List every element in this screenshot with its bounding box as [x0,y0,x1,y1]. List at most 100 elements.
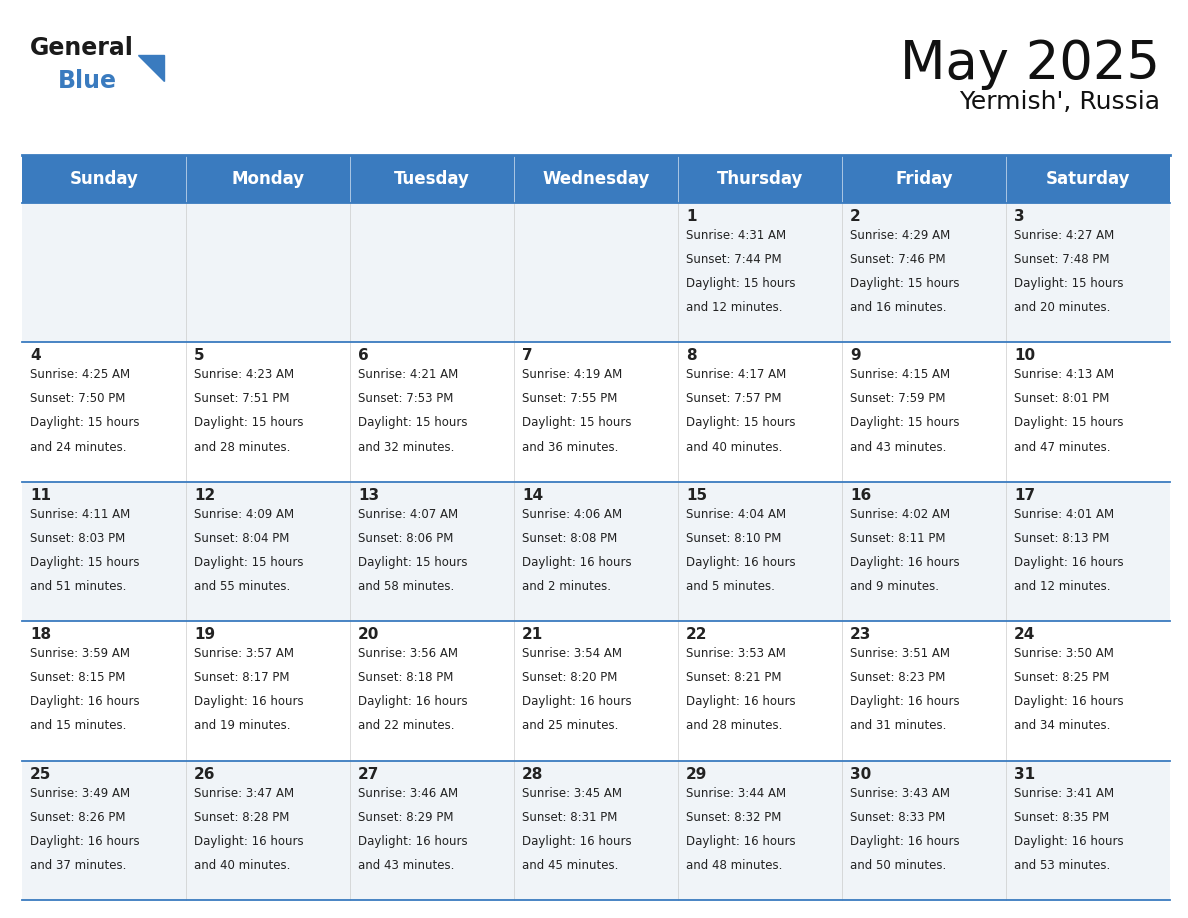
Text: Sunset: 8:03 PM: Sunset: 8:03 PM [30,532,125,545]
Bar [350,203,514,342]
Text: and 20 minutes.: and 20 minutes. [1015,301,1111,314]
Text: and 28 minutes.: and 28 minutes. [194,441,290,453]
Text: Yermish', Russia: Yermish', Russia [959,90,1159,114]
Text: 21: 21 [522,627,543,643]
Text: May 2025: May 2025 [901,38,1159,90]
Text: 16: 16 [849,487,871,503]
Text: Daylight: 16 hours: Daylight: 16 hours [685,834,796,847]
Text: Thursday: Thursday [716,170,803,188]
Text: 17: 17 [1015,487,1035,503]
Text: Daylight: 15 hours: Daylight: 15 hours [194,417,303,430]
Text: Daylight: 16 hours: Daylight: 16 hours [1015,834,1124,847]
Text: Sunset: 8:08 PM: Sunset: 8:08 PM [522,532,618,545]
Text: Sunrise: 4:21 AM: Sunrise: 4:21 AM [358,368,459,381]
Text: Sunrise: 3:49 AM: Sunrise: 3:49 AM [30,787,131,800]
Text: Sunset: 7:59 PM: Sunset: 7:59 PM [849,392,946,406]
Text: 29: 29 [685,767,707,781]
Text: Sunrise: 4:29 AM: Sunrise: 4:29 AM [849,229,950,242]
Text: 20: 20 [358,627,379,643]
Bar [23,155,187,203]
Text: Sunrise: 4:19 AM: Sunrise: 4:19 AM [522,368,623,381]
Bar [23,621,187,761]
Text: Sunset: 8:18 PM: Sunset: 8:18 PM [358,671,454,684]
Text: Sunrise: 4:06 AM: Sunrise: 4:06 AM [522,508,623,521]
Text: Daylight: 15 hours: Daylight: 15 hours [849,277,960,290]
Text: 26: 26 [194,767,215,781]
Text: Sunrise: 3:43 AM: Sunrise: 3:43 AM [849,787,950,800]
Text: Sunset: 8:35 PM: Sunset: 8:35 PM [1015,811,1110,823]
Text: 5: 5 [194,349,204,364]
Text: and 40 minutes.: and 40 minutes. [685,441,783,453]
Text: and 25 minutes.: and 25 minutes. [522,720,619,733]
Text: and 16 minutes.: and 16 minutes. [849,301,947,314]
Text: 8: 8 [685,349,696,364]
Text: Daylight: 15 hours: Daylight: 15 hours [1015,277,1124,290]
Text: 13: 13 [358,487,379,503]
Text: Sunrise: 3:50 AM: Sunrise: 3:50 AM [1015,647,1114,660]
Text: Daylight: 16 hours: Daylight: 16 hours [522,695,632,709]
Text: and 45 minutes.: and 45 minutes. [522,858,619,872]
Text: and 9 minutes.: and 9 minutes. [849,580,939,593]
Text: 23: 23 [849,627,871,643]
Text: Sunset: 8:04 PM: Sunset: 8:04 PM [194,532,290,545]
Bar [23,761,187,900]
Text: Daylight: 16 hours: Daylight: 16 hours [685,695,796,709]
Text: Daylight: 16 hours: Daylight: 16 hours [522,834,632,847]
Bar [1006,342,1170,482]
Bar [842,621,1006,761]
Bar [187,761,350,900]
Bar [350,761,514,900]
Text: Sunset: 7:57 PM: Sunset: 7:57 PM [685,392,782,406]
Text: Sunset: 8:32 PM: Sunset: 8:32 PM [685,811,782,823]
Text: 9: 9 [849,349,860,364]
Text: Sunrise: 3:59 AM: Sunrise: 3:59 AM [30,647,129,660]
Text: Sunset: 8:10 PM: Sunset: 8:10 PM [685,532,782,545]
Text: Sunrise: 3:44 AM: Sunrise: 3:44 AM [685,787,786,800]
Bar [1006,621,1170,761]
Text: Daylight: 15 hours: Daylight: 15 hours [685,417,796,430]
Text: Sunset: 8:13 PM: Sunset: 8:13 PM [1015,532,1110,545]
Text: Sunset: 8:21 PM: Sunset: 8:21 PM [685,671,782,684]
Text: Sunrise: 4:13 AM: Sunrise: 4:13 AM [1015,368,1114,381]
Text: 28: 28 [522,767,543,781]
Text: 12: 12 [194,487,215,503]
Text: Sunset: 8:28 PM: Sunset: 8:28 PM [194,811,290,823]
Text: and 47 minutes.: and 47 minutes. [1015,441,1111,453]
Text: Tuesday: Tuesday [394,170,470,188]
Text: and 2 minutes.: and 2 minutes. [522,580,611,593]
Bar [350,621,514,761]
Text: Sunrise: 4:01 AM: Sunrise: 4:01 AM [1015,508,1114,521]
Text: Monday: Monday [232,170,304,188]
Text: Sunset: 8:31 PM: Sunset: 8:31 PM [522,811,618,823]
Text: 14: 14 [522,487,543,503]
Bar [514,342,678,482]
Text: Saturday: Saturday [1045,170,1130,188]
Bar [678,203,842,342]
Text: and 58 minutes.: and 58 minutes. [358,580,454,593]
Text: Daylight: 15 hours: Daylight: 15 hours [30,417,139,430]
Text: Sunrise: 3:41 AM: Sunrise: 3:41 AM [1015,787,1114,800]
Text: Daylight: 15 hours: Daylight: 15 hours [685,277,796,290]
Text: Sunset: 7:46 PM: Sunset: 7:46 PM [849,253,946,266]
Text: Sunrise: 3:56 AM: Sunrise: 3:56 AM [358,647,459,660]
Polygon shape [138,55,164,81]
Text: 7: 7 [522,349,532,364]
Bar [514,482,678,621]
Text: Sunset: 8:20 PM: Sunset: 8:20 PM [522,671,618,684]
Text: Daylight: 16 hours: Daylight: 16 hours [1015,695,1124,709]
Text: Daylight: 16 hours: Daylight: 16 hours [194,834,304,847]
Text: Sunrise: 3:47 AM: Sunrise: 3:47 AM [194,787,295,800]
Text: and 34 minutes.: and 34 minutes. [1015,720,1111,733]
Text: 27: 27 [358,767,379,781]
Text: Sunrise: 4:25 AM: Sunrise: 4:25 AM [30,368,131,381]
Text: Sunrise: 3:45 AM: Sunrise: 3:45 AM [522,787,623,800]
Text: and 51 minutes.: and 51 minutes. [30,580,126,593]
Text: 15: 15 [685,487,707,503]
Text: and 19 minutes.: and 19 minutes. [194,720,291,733]
Text: Daylight: 16 hours: Daylight: 16 hours [849,695,960,709]
Text: Daylight: 15 hours: Daylight: 15 hours [30,556,139,569]
Text: 25: 25 [30,767,51,781]
Text: Daylight: 15 hours: Daylight: 15 hours [358,556,468,569]
Text: Sunrise: 4:17 AM: Sunrise: 4:17 AM [685,368,786,381]
Text: and 40 minutes.: and 40 minutes. [194,858,290,872]
